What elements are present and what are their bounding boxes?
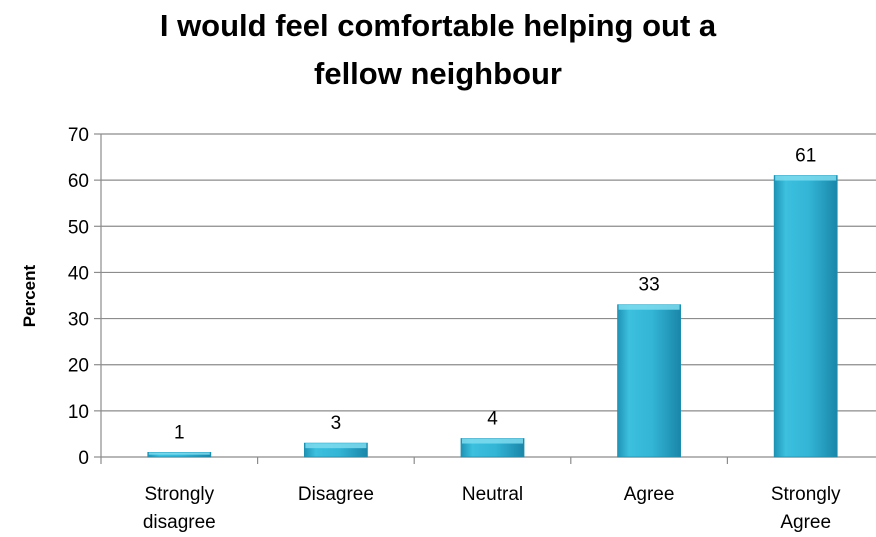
category-label: Strongly — [771, 484, 841, 505]
data-label: 4 — [487, 409, 498, 430]
axes: 0 10 20 30 40 50 60 70 — [68, 125, 876, 469]
bars — [147, 175, 838, 458]
y-tick-label: 30 — [68, 310, 89, 331]
bar-top-bevel — [775, 175, 837, 181]
y-tick-label: 10 — [68, 402, 89, 423]
y-axis-title: Percent — [20, 264, 39, 327]
category-label: Agree — [624, 484, 675, 505]
bar — [147, 451, 212, 458]
bar-top-bevel — [148, 452, 210, 455]
chart-title-line: fellow neighbour — [314, 56, 562, 91]
category-label: Disagree — [298, 484, 374, 505]
bar-top-bevel — [618, 304, 680, 310]
category-label: Agree — [780, 512, 831, 533]
category-label: Strongly — [144, 484, 214, 505]
data-label: 3 — [331, 413, 342, 434]
bar-top-bevel — [305, 443, 367, 449]
data-label: 33 — [639, 275, 660, 296]
chart-title: I would feel comfortable helping out a fe… — [160, 8, 717, 91]
bar — [773, 175, 838, 458]
category-label: Neutral — [462, 484, 523, 505]
bar-body — [773, 175, 838, 458]
bar — [303, 442, 368, 458]
data-label: 1 — [174, 422, 185, 443]
data-label: 61 — [795, 146, 816, 167]
y-tick-label: 0 — [78, 448, 89, 469]
gridlines — [101, 133, 876, 412]
y-tick-label: 70 — [68, 125, 89, 146]
category-label: disagree — [143, 512, 216, 533]
y-tick-label: 60 — [68, 171, 89, 192]
y-axis-label: Percent — [20, 264, 39, 327]
bar-top-bevel — [462, 438, 523, 444]
y-tick-label: 50 — [68, 217, 89, 238]
y-tick-label: 20 — [68, 356, 89, 377]
category-labels: Strongly disagree Disagree Neutral Agree Stro… — [143, 484, 841, 533]
y-tick-label: 40 — [68, 263, 89, 284]
bar — [460, 438, 525, 458]
chart-title-line: I would feel comfortable helping out a — [160, 8, 717, 43]
bar-body — [617, 304, 681, 458]
bar — [617, 304, 681, 458]
data-labels: 1 3 4 33 61 — [174, 146, 816, 444]
